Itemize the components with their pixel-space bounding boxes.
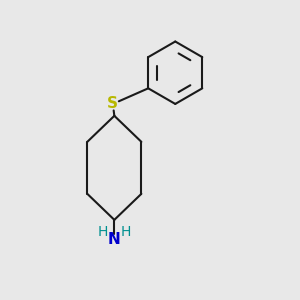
Text: N: N bbox=[108, 232, 121, 247]
Text: S: S bbox=[107, 96, 118, 111]
Text: H: H bbox=[120, 225, 131, 239]
Text: H: H bbox=[98, 225, 108, 239]
